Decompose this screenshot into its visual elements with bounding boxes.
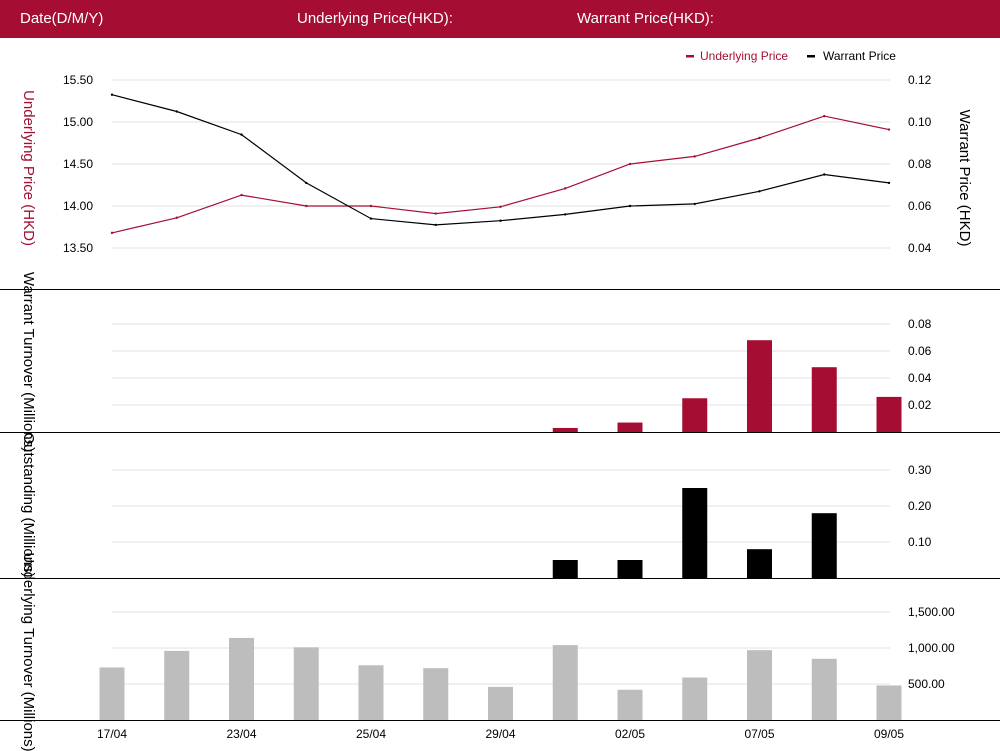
- legend-label-warrant: Warrant Price: [823, 49, 896, 63]
- warrant-turnover-bar: [747, 340, 772, 432]
- legend-swatch-warrant: [807, 55, 815, 58]
- underlying-turnover-tick-label: 500.00: [908, 677, 945, 691]
- underlying-turnover-bar: [164, 650, 190, 720]
- underlying-turnover-tick-label: 1,500.00: [908, 605, 955, 619]
- outstanding-tick-label: 0.30: [908, 463, 932, 477]
- underlying-turnover-bar: [488, 686, 513, 720]
- underlying-price-point: [499, 205, 502, 209]
- right-tick-label: 0.08: [908, 157, 932, 171]
- outstanding-bar: [747, 549, 772, 578]
- x-tick-label: 25/04: [356, 727, 386, 741]
- legend-swatch-underlying: [686, 55, 694, 58]
- warrant-price-point: [564, 213, 567, 216]
- underlying-price-point: [693, 155, 696, 158]
- warrant-price-point: [434, 223, 437, 227]
- outstanding-tick-label: 0.10: [908, 535, 932, 549]
- left-tick-label: 14.50: [63, 157, 93, 171]
- underlying-price-point: [240, 193, 243, 197]
- left-tick-label: 15.50: [63, 73, 93, 87]
- warrant-price-line: [111, 94, 890, 226]
- underlying-price-line: [111, 115, 890, 234]
- underlying-price-point: [110, 231, 114, 235]
- underlying-turnover-bar: [876, 685, 902, 720]
- warrant-turnover-axis-title: Warrant Turnover (Millions): [20, 272, 37, 452]
- warrant-price-point: [240, 133, 243, 136]
- warrant-price-point: [110, 93, 114, 96]
- x-tick-label: 29/04: [485, 727, 515, 741]
- underlying-turnover-bar: [552, 645, 578, 720]
- warrant-turnover-tick-label: 0.04: [908, 371, 932, 385]
- underlying-price-point: [758, 136, 761, 140]
- chart-header: Date(D/M/Y) Underlying Price(HKD): Warra…: [0, 0, 1000, 38]
- underlying-turnover-bar: [293, 647, 319, 720]
- underlying-price-point: [434, 212, 437, 215]
- underlying-turnover-bar: [747, 650, 772, 720]
- warrant-turnover-bar: [876, 396, 902, 432]
- date-label: Date(D/M/Y): [20, 10, 104, 27]
- warrant-price-point: [499, 219, 502, 222]
- right-tick-label: 0.12: [908, 73, 932, 87]
- warrant-turnover-bar: [552, 427, 578, 432]
- right-tick-label: 0.04: [908, 241, 932, 255]
- warrant-turnover-tick-label: 0.08: [908, 317, 932, 331]
- left-tick-label: 14.00: [63, 199, 93, 213]
- left-axis-title: Underlying Price (HKD): [20, 90, 37, 246]
- warrant-turnover-bar: [617, 422, 643, 432]
- underlying-turnover-bar: [811, 658, 837, 720]
- outstanding-bar: [811, 513, 837, 578]
- warrant-price-point: [758, 190, 761, 193]
- left-tick-label: 13.50: [63, 241, 93, 255]
- right-tick-label: 0.10: [908, 115, 932, 129]
- warrant-price-point: [305, 181, 308, 185]
- x-tick-label: 23/04: [226, 727, 256, 741]
- underlying-price-point: [305, 204, 308, 208]
- x-tick-label: 02/05: [615, 727, 645, 741]
- warrant-turnover-bar: [811, 367, 837, 432]
- underlying-price-point: [564, 187, 567, 190]
- x-tick-label: 17/04: [97, 727, 127, 741]
- underlying-turnover-axis-title: Underlying Turnover (Millions): [20, 552, 37, 751]
- right-tick-label: 0.06: [908, 199, 932, 213]
- legend-label-underlying: Underlying Price: [700, 49, 788, 63]
- underlying-price-point: [175, 216, 178, 219]
- outstanding-bar: [552, 560, 578, 578]
- x-tick-label: 09/05: [874, 727, 904, 741]
- warrant-price-point: [369, 217, 373, 220]
- outstanding-bar: [682, 488, 708, 578]
- warrant-turnover-tick-label: 0.06: [908, 344, 932, 358]
- outstanding-tick-label: 0.20: [908, 499, 932, 513]
- underlying-price-point: [369, 204, 373, 208]
- underlying-turnover-bar: [682, 677, 708, 720]
- warrant-price-point: [887, 181, 891, 185]
- warrant-price-point: [628, 204, 632, 208]
- underlying-price-point: [823, 114, 826, 118]
- underlying-turnover-bar: [358, 665, 384, 720]
- warrant-price-point: [175, 110, 178, 113]
- underlying-turnover-bar: [99, 667, 125, 720]
- underlying-price-point: [628, 162, 632, 166]
- underlying-turnover-bar: [617, 689, 643, 720]
- underlying-turnover-bar: [229, 637, 254, 720]
- warrant-price-point: [823, 173, 826, 176]
- underlying-price-label: Underlying Price(HKD):: [297, 10, 453, 27]
- right-axis-title: Warrant Price (HKD): [956, 110, 973, 247]
- warrant-price-label: Warrant Price(HKD):: [577, 10, 714, 27]
- underlying-turnover-bar: [423, 668, 449, 720]
- left-tick-label: 15.00: [63, 115, 93, 129]
- underlying-price-point: [887, 128, 891, 131]
- underlying-turnover-tick-label: 1,000.00: [908, 641, 955, 655]
- outstanding-axis-title: Outstanding (Millions): [20, 432, 37, 577]
- warrant-price-point: [693, 202, 696, 206]
- warrant-turnover-bar: [682, 398, 708, 432]
- outstanding-bar: [617, 560, 643, 578]
- warrant-turnover-tick-label: 0.02: [908, 398, 932, 412]
- x-tick-label: 07/05: [744, 727, 774, 741]
